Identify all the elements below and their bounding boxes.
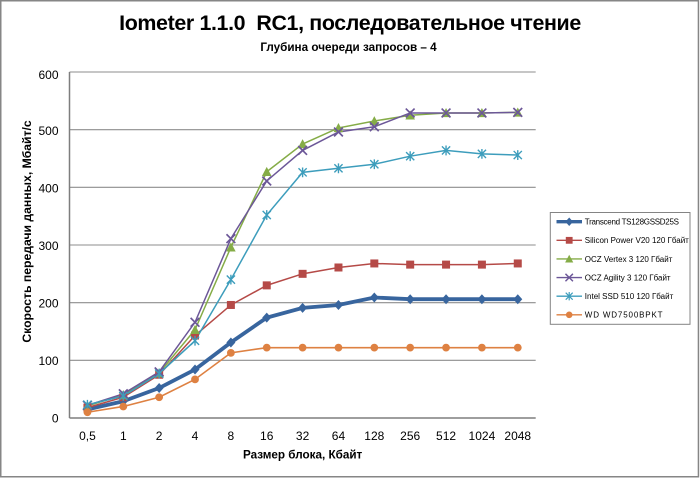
svg-text:8: 8 [228, 429, 235, 443]
svg-text:2: 2 [156, 429, 163, 443]
svg-text:OCZ Agility 3 120 Гбайт: OCZ Agility 3 120 Гбайт [585, 273, 671, 282]
svg-text:256: 256 [400, 429, 420, 443]
svg-text:2048: 2048 [504, 429, 531, 443]
svg-text:0: 0 [52, 411, 59, 425]
svg-text:400: 400 [38, 181, 58, 195]
svg-text:4: 4 [192, 429, 199, 443]
svg-text:OCZ Vertex 3 120 Гбайт: OCZ Vertex 3 120 Гбайт [585, 255, 673, 264]
svg-text:128: 128 [364, 429, 384, 443]
svg-text:300: 300 [38, 239, 58, 253]
svg-text:0,5: 0,5 [79, 429, 96, 443]
svg-text:1024: 1024 [469, 429, 496, 443]
svg-text:Размер блока, Кбайт: Размер блока, Кбайт [243, 449, 363, 462]
svg-text:200: 200 [38, 296, 58, 310]
svg-text:Silicon Power V20 120 Гбайт: Silicon Power V20 120 Гбайт [585, 236, 689, 245]
svg-text:500: 500 [38, 124, 58, 138]
svg-text:64: 64 [332, 429, 346, 443]
svg-text:600: 600 [38, 68, 58, 82]
svg-text:Глубина очереди запросов – 4: Глубина очереди запросов – 4 [260, 41, 437, 54]
svg-text:1: 1 [120, 429, 127, 443]
svg-text:WD WD7500BPKT: WD WD7500BPKT [585, 311, 664, 320]
svg-text:Transcend TS128GSSD25S: Transcend TS128GSSD25S [585, 218, 679, 227]
svg-text:Iometer 1.1.0 RC1, последоват: Iometer 1.1.0 RC1, последовательное чтен… [119, 11, 581, 35]
svg-text:32: 32 [296, 429, 310, 443]
svg-text:100: 100 [38, 354, 58, 368]
svg-text:512: 512 [436, 429, 456, 443]
svg-text:16: 16 [260, 429, 274, 443]
svg-text:Скорость передачи данных, Мбай: Скорость передачи данных, Мбайт/с [20, 120, 34, 343]
svg-text:Intel SSD 510 120 Гбайт: Intel SSD 510 120 Гбайт [585, 292, 674, 301]
